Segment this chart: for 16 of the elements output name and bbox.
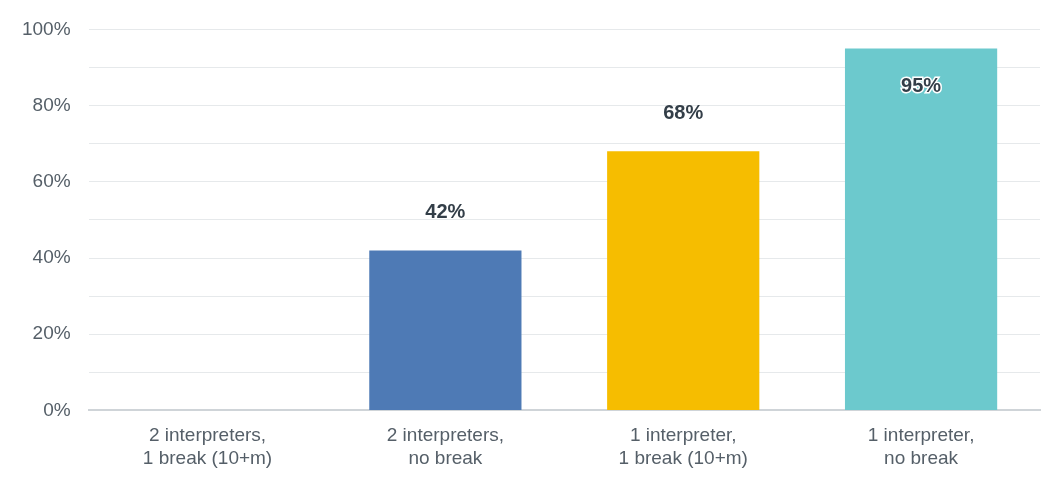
bar [369, 250, 522, 410]
data-label: 68% [663, 100, 704, 123]
bar [844, 48, 998, 410]
data-label: 42% [425, 199, 466, 222]
y-tick-label: 100% [21, 17, 71, 39]
x-tick-label: 2 interpreters, 1 break (10+m) [142, 424, 273, 468]
x-tick-label: 1 interpreter, 1 break (10+m) [618, 424, 748, 468]
x-tick-label: 2 interpreters, no break [386, 424, 504, 468]
bar [607, 151, 760, 410]
y-tick-label: 80% [32, 93, 71, 115]
y-tick-label: 20% [32, 322, 71, 344]
y-tick-label: 0% [43, 398, 71, 420]
data-label: 95% [901, 73, 942, 96]
x-tick-label: 1 interpreter, no break [867, 424, 975, 468]
y-tick-label: 40% [32, 246, 71, 268]
y-tick-label: 60% [32, 170, 71, 192]
